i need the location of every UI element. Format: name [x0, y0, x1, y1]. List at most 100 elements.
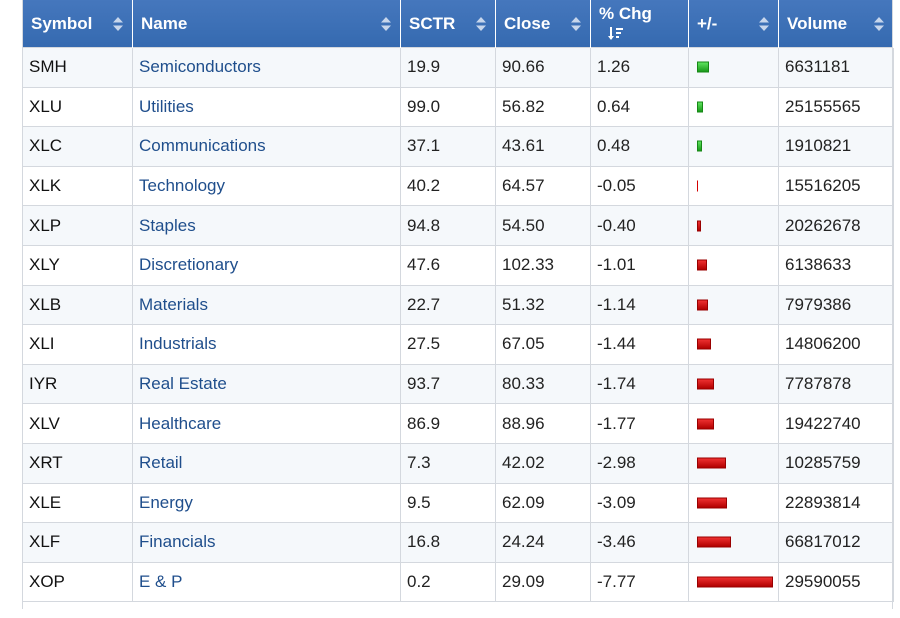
name-cell: Healthcare	[133, 404, 401, 444]
volume-cell: 25155565	[779, 87, 894, 127]
sector-name-link[interactable]: Utilities	[139, 97, 194, 116]
pct-chg-cell: -1.77	[591, 404, 689, 444]
column-header-plus-minus[interactable]: +/-	[689, 0, 779, 48]
pct-chg-cell: -0.40	[591, 206, 689, 246]
sctr-cell: 19.9	[401, 48, 496, 88]
close-cell: 54.50	[496, 206, 591, 246]
volume-cell: 6631181	[779, 48, 894, 88]
column-header-sctr[interactable]: SCTR	[401, 0, 496, 48]
change-bar-cell	[689, 48, 779, 88]
name-cell: Energy	[133, 483, 401, 523]
sector-name-link[interactable]: Semiconductors	[139, 57, 261, 76]
volume-cell: 10285759	[779, 443, 894, 483]
negative-change-bar	[697, 418, 714, 429]
sctr-cell: 99.0	[401, 87, 496, 127]
volume-cell: 66817012	[779, 523, 894, 563]
sector-name-link[interactable]: Staples	[139, 216, 196, 235]
sctr-cell: 16.8	[401, 523, 496, 563]
sctr-cell: 40.2	[401, 166, 496, 206]
symbol-cell: XRT	[23, 443, 133, 483]
symbol-cell: IYR	[23, 364, 133, 404]
volume-cell: 7979386	[779, 285, 894, 325]
volume-cell: 22893814	[779, 483, 894, 523]
volume-cell: 6138633	[779, 245, 894, 285]
close-cell: 42.02	[496, 443, 591, 483]
positive-change-bar	[697, 101, 703, 112]
volume-cell: 19422740	[779, 404, 894, 444]
column-header-label: Volume	[787, 14, 847, 34]
column-header-volume[interactable]: Volume	[779, 0, 894, 48]
pct-chg-cell: -0.05	[591, 166, 689, 206]
negative-change-bar	[697, 339, 711, 350]
column-header-pct-chg[interactable]: % Chg	[591, 0, 689, 48]
volume-cell: 15516205	[779, 166, 894, 206]
change-bar-cell	[689, 166, 779, 206]
name-cell: Semiconductors	[133, 48, 401, 88]
column-header-close[interactable]: Close	[496, 0, 591, 48]
sort-descending-icon	[607, 26, 623, 42]
sort-updown-icon	[571, 17, 581, 31]
pct-chg-cell: -1.14	[591, 285, 689, 325]
column-header-label: % Chg	[599, 4, 652, 24]
column-header-name[interactable]: Name	[133, 0, 401, 48]
column-header-label: SCTR	[409, 14, 455, 34]
volume-cell: 7787878	[779, 364, 894, 404]
column-header-symbol[interactable]: Symbol	[23, 0, 133, 48]
symbol-cell: SMH	[23, 48, 133, 88]
sector-name-link[interactable]: Healthcare	[139, 414, 221, 433]
name-cell: Materials	[133, 285, 401, 325]
sector-name-link[interactable]: Retail	[139, 453, 182, 472]
sector-name-link[interactable]: Financials	[139, 532, 216, 551]
sctr-cell: 9.5	[401, 483, 496, 523]
sector-name-link[interactable]: Communications	[139, 136, 266, 155]
symbol-cell: XLE	[23, 483, 133, 523]
column-header-label: Symbol	[31, 14, 92, 34]
change-bar-cell	[689, 285, 779, 325]
negative-change-bar	[697, 537, 731, 548]
sctr-cell: 22.7	[401, 285, 496, 325]
sector-name-link[interactable]: Real Estate	[139, 374, 227, 393]
close-cell: 90.66	[496, 48, 591, 88]
negative-change-bar	[697, 458, 726, 469]
column-header-label: +/-	[697, 14, 717, 34]
sctr-cell: 27.5	[401, 325, 496, 365]
sctr-cell: 37.1	[401, 127, 496, 167]
sector-name-link[interactable]: Energy	[139, 493, 193, 512]
sector-name-link[interactable]: Industrials	[139, 334, 216, 353]
sector-name-link[interactable]: E & P	[139, 572, 182, 591]
close-cell: 102.33	[496, 245, 591, 285]
name-cell: Financials	[133, 523, 401, 563]
sector-name-link[interactable]: Technology	[139, 176, 225, 195]
positive-change-bar	[697, 141, 702, 152]
table-header-row: Symbol Name SCTR	[23, 0, 894, 48]
close-cell: 62.09	[496, 483, 591, 523]
sort-updown-icon	[476, 17, 486, 31]
name-cell: Retail	[133, 443, 401, 483]
sector-name-link[interactable]: Materials	[139, 295, 208, 314]
name-cell: Industrials	[133, 325, 401, 365]
sort-updown-icon	[874, 17, 884, 31]
change-bar-cell	[689, 127, 779, 167]
symbol-cell: XLK	[23, 166, 133, 206]
pct-chg-cell: -1.44	[591, 325, 689, 365]
sector-name-link[interactable]: Discretionary	[139, 255, 238, 274]
symbol-cell: XLF	[23, 523, 133, 563]
sctr-cell: 47.6	[401, 245, 496, 285]
negative-change-bar	[697, 220, 701, 231]
symbol-cell: XLC	[23, 127, 133, 167]
